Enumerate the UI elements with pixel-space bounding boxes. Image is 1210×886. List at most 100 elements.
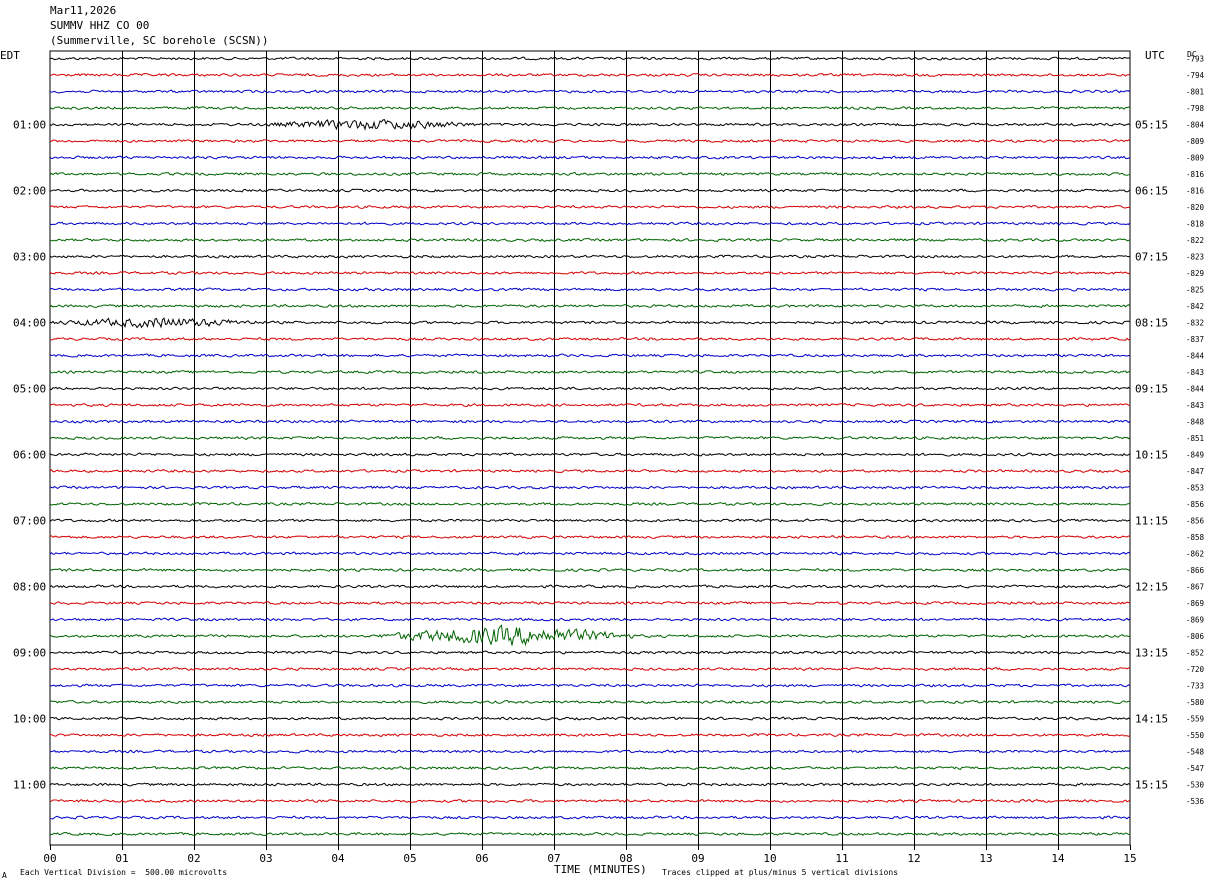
x-tick-label: 10 — [763, 852, 776, 865]
dc-offset-labels: -793 -794 -801 -798 -804 -809 -809 -816 -816 -820… — [1186, 55, 1205, 807]
dc-offset-label: -829 — [1186, 269, 1204, 278]
right-hour-label: 14:15 — [1135, 713, 1168, 726]
dc-offset-label: -849 — [1186, 451, 1204, 460]
x-tick-label: 01 — [115, 852, 128, 865]
seismic-trace — [49, 766, 1131, 771]
seismic-trace — [49, 56, 1131, 61]
dc-offset-label: -866 — [1186, 566, 1205, 575]
dc-offset-label: -809 — [1186, 154, 1204, 163]
dc-offset-label: -852 — [1186, 649, 1204, 658]
seismic-trace — [49, 700, 1131, 705]
seismic-trace — [49, 353, 1131, 358]
right-hour-label: 15:15 — [1135, 779, 1168, 792]
dc-offset-label: -837 — [1186, 335, 1204, 344]
seismic-trace — [49, 815, 1131, 820]
seismic-trace — [50, 336, 1131, 341]
dc-offset-label: -832 — [1186, 319, 1204, 328]
left-hour-label: 03:00 — [13, 251, 46, 264]
left-hour-label: 09:00 — [13, 647, 46, 660]
seismic-trace — [49, 568, 1131, 572]
dc-offset-label: -856 — [1186, 500, 1205, 509]
dc-offset-label: -867 — [1186, 583, 1204, 592]
x-tick-label: 07 — [547, 852, 560, 865]
seismic-trace — [49, 155, 1131, 160]
seismic-trace — [49, 139, 1131, 143]
dc-offset-label: -844 — [1186, 352, 1205, 361]
x-tick-label: 04 — [331, 852, 345, 865]
seismic-trace — [49, 667, 1131, 671]
dc-offset-label: -822 — [1186, 236, 1204, 245]
seismic-trace — [49, 485, 1131, 490]
dc-offset-label: -536 — [1186, 797, 1205, 806]
seismic-trace — [49, 650, 1131, 655]
seismic-trace — [49, 535, 1131, 540]
right-hour-label: 07:15 — [1135, 251, 1168, 264]
x-axis-ticks: 00 01 02 03 04 05 06 07 08 09 10 11 12 13 14 15 — [43, 845, 1137, 865]
left-timezone-label: EDT — [0, 49, 20, 62]
seismic-trace — [49, 782, 1131, 787]
x-tick-label: 00 — [43, 852, 56, 865]
left-hour-label: 10:00 — [13, 713, 46, 726]
dc-offset-label: -720 — [1186, 665, 1205, 674]
dc-offset-label: -816 — [1186, 170, 1205, 179]
dc-offset-label: -794 — [1186, 71, 1205, 80]
seismic-trace — [49, 171, 1131, 176]
dc-offset-label: -547 — [1186, 764, 1204, 773]
seismic-trace — [49, 369, 1131, 375]
dc-offset-label: -851 — [1186, 434, 1204, 443]
vertical-scale-note: Each Vertical Division = 500.00 microvol… — [20, 868, 228, 877]
left-hour-labels: 01:00 02:00 03:00 04:00 05:00 06:00 07:00 08:00… — [13, 119, 46, 792]
x-tick-label: 02 — [187, 852, 200, 865]
right-hour-label: 12:15 — [1135, 581, 1168, 594]
dc-offset-label: -733 — [1186, 682, 1204, 691]
plot-grid — [49, 50, 1131, 846]
left-hour-label: 05:00 — [13, 383, 46, 396]
plot-date: Mar11,2026 — [50, 4, 117, 17]
seismic-trace — [49, 317, 1131, 329]
right-hour-label: 08:15 — [1135, 317, 1168, 330]
seismic-trace — [49, 106, 1131, 110]
dc-offset-label: -804 — [1186, 121, 1205, 130]
x-tick-label: 09 — [691, 852, 704, 865]
dc-offset-label: -820 — [1186, 203, 1205, 212]
clip-note: Traces clipped at plus/minus 5 vertical … — [662, 868, 899, 877]
dc-offset-label: -869 — [1186, 616, 1204, 625]
dc-offset-label: -844 — [1186, 385, 1205, 394]
station-location: (Summerville, SC borehole (SCSN)) — [50, 34, 269, 47]
right-hour-label: 05:15 — [1135, 119, 1168, 132]
dc-offset-label: -809 — [1186, 137, 1204, 146]
dc-offset-header: DC — [1187, 50, 1197, 59]
seismic-trace — [49, 237, 1131, 243]
seismic-trace — [49, 749, 1131, 754]
seismic-trace — [49, 716, 1131, 721]
seismic-trace — [49, 617, 1131, 622]
seismic-trace — [49, 551, 1131, 556]
dc-offset-label: -843 — [1186, 401, 1204, 410]
seismic-trace — [49, 188, 1131, 193]
right-hour-label: 13:15 — [1135, 647, 1168, 660]
left-hour-label: 01:00 — [13, 119, 46, 132]
left-hour-label: 08:00 — [13, 581, 46, 594]
seismic-trace — [49, 221, 1131, 226]
left-hour-label: 07:00 — [13, 515, 46, 528]
dc-offset-label: -843 — [1186, 368, 1204, 377]
x-tick-label: 03 — [259, 852, 272, 865]
seismic-trace — [49, 584, 1131, 589]
dc-offset-label: -818 — [1186, 220, 1205, 229]
x-tick-label: 11 — [835, 852, 848, 865]
seismic-trace — [49, 436, 1131, 440]
seismic-trace — [49, 304, 1131, 308]
dc-offset-label: -825 — [1186, 286, 1204, 295]
dc-offset-label: -847 — [1186, 467, 1204, 476]
dc-offset-label: -858 — [1186, 533, 1205, 542]
seismic-trace — [49, 403, 1131, 408]
right-timezone-label: UTC — [1145, 49, 1165, 62]
seismic-trace — [49, 73, 1131, 77]
dc-offset-label: -798 — [1186, 104, 1205, 113]
dc-offset-label: -793 — [1186, 55, 1204, 64]
seismic-trace — [49, 831, 1131, 837]
dc-offset-label: -559 — [1186, 715, 1204, 724]
seismic-trace — [49, 601, 1131, 606]
right-hour-labels: 05:15 06:15 07:15 08:15 09:15 10:15 11:15 12:15… — [1135, 119, 1168, 792]
